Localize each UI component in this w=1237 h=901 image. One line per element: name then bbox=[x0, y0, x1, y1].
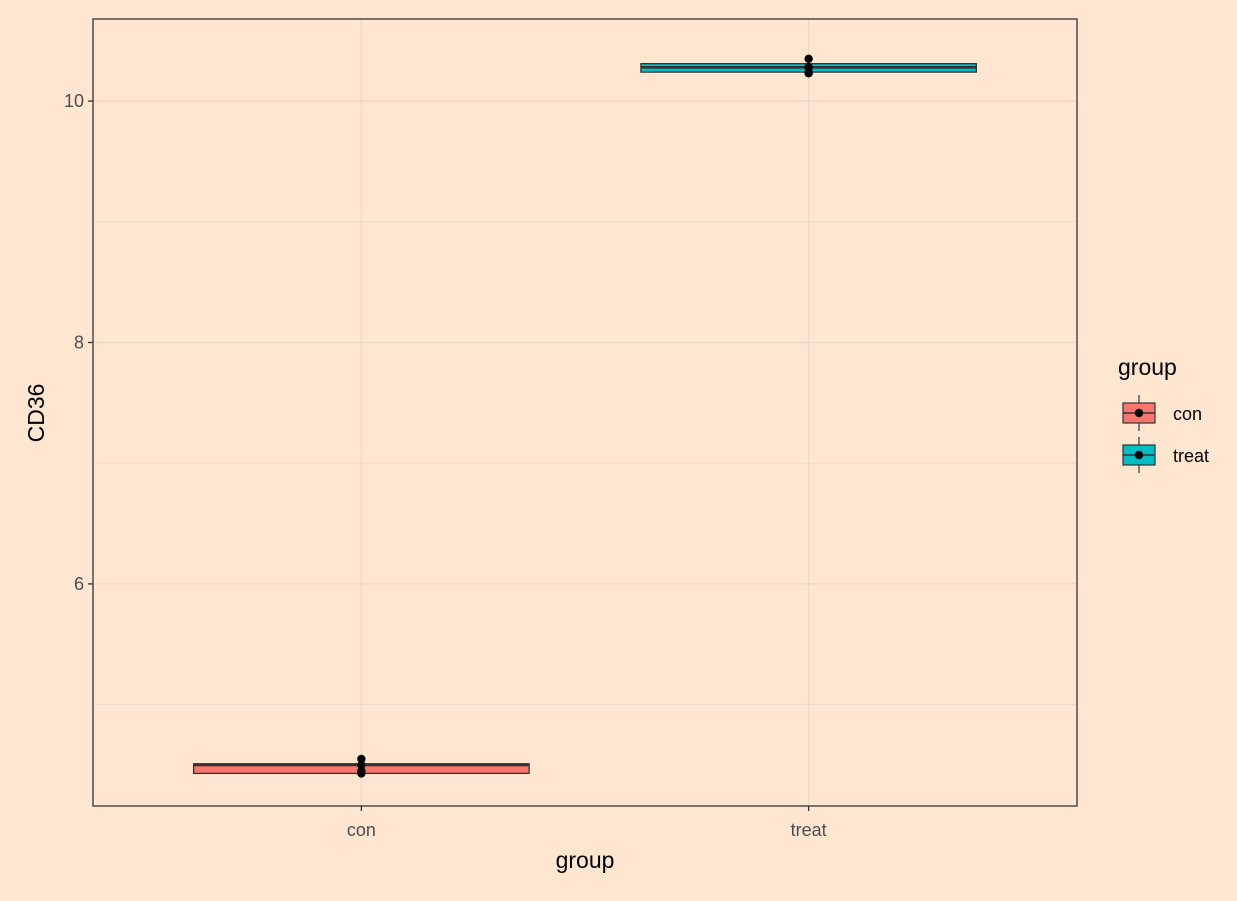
x-axis-ticks: con treat bbox=[347, 806, 827, 840]
legend-key-treat bbox=[1122, 437, 1156, 473]
legend-title: group bbox=[1118, 354, 1177, 380]
data-point-treat bbox=[804, 69, 813, 78]
point-group bbox=[357, 54, 813, 778]
y-tick-label: 8 bbox=[74, 332, 84, 352]
minor-gridlines bbox=[93, 221, 1077, 706]
x-tick-label: treat bbox=[791, 820, 827, 840]
y-axis-title: CD36 bbox=[23, 384, 49, 443]
legend-key-point bbox=[1134, 450, 1144, 460]
panel-border bbox=[92, 18, 1078, 807]
y-tick-label: 10 bbox=[64, 91, 84, 111]
major-gridlines bbox=[93, 19, 1077, 806]
y-tick-label: 6 bbox=[74, 574, 84, 594]
legend-label-con: con bbox=[1173, 404, 1202, 424]
legend-key-point bbox=[1134, 408, 1144, 418]
data-point-treat bbox=[804, 54, 813, 64]
legend-key-con bbox=[1122, 395, 1156, 431]
x-tick-label: con bbox=[347, 820, 376, 840]
data-point-con bbox=[357, 760, 366, 770]
legend-label-treat: treat bbox=[1173, 446, 1209, 466]
legend: group con treat bbox=[1118, 354, 1209, 473]
y-axis-ticks: 6 8 10 bbox=[64, 91, 93, 594]
data-point-con bbox=[357, 754, 366, 764]
x-axis-title: group bbox=[556, 847, 615, 873]
data-point-con bbox=[357, 769, 366, 778]
